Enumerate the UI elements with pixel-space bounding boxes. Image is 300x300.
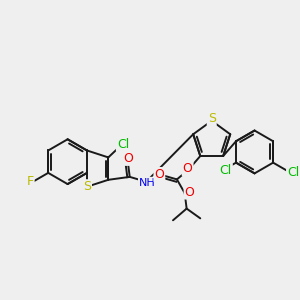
Text: NH: NH — [139, 178, 156, 188]
Text: S: S — [83, 180, 91, 193]
Text: O: O — [154, 168, 164, 181]
Text: O: O — [183, 162, 193, 175]
Text: F: F — [26, 175, 34, 188]
Text: Cl: Cl — [117, 138, 129, 151]
Text: S: S — [208, 112, 216, 125]
Text: Cl: Cl — [220, 164, 232, 177]
Text: Cl: Cl — [287, 166, 299, 179]
Text: O: O — [123, 152, 133, 165]
Text: O: O — [184, 185, 194, 199]
